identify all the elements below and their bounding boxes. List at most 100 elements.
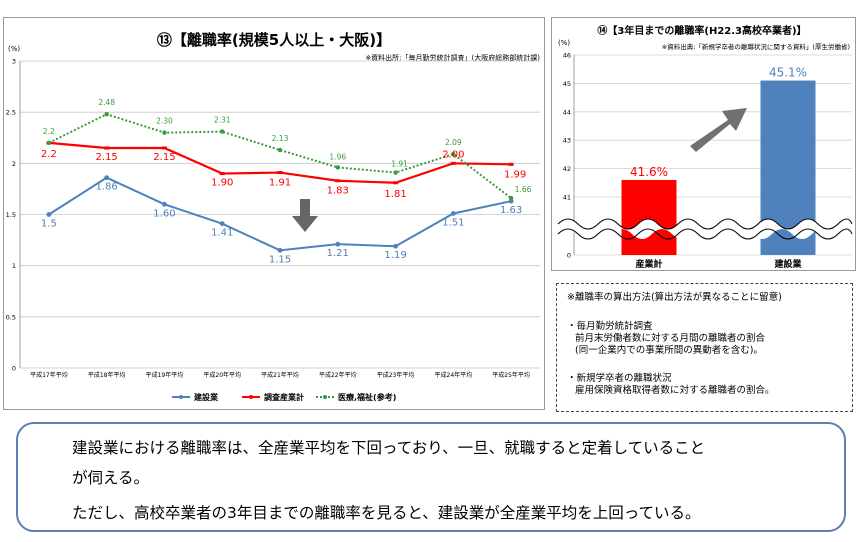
notes-item1-title: ・毎月勤労統計調査 bbox=[567, 321, 653, 332]
data-label: 1.81 bbox=[384, 189, 406, 200]
data-point bbox=[393, 243, 398, 249]
data-label: 1.5 bbox=[41, 219, 57, 230]
data-label: 1.63 bbox=[500, 205, 522, 216]
legend-label: 建設業 bbox=[193, 392, 219, 402]
x-tick-label: 平成21年平均 bbox=[261, 371, 299, 379]
right-chart-source: ※資料出典:「新規学卒者の離職状況に関する資料」(厚生労働省) bbox=[662, 42, 850, 51]
y-tick-label: 43 bbox=[563, 137, 571, 145]
data-point bbox=[393, 170, 398, 175]
data-point bbox=[277, 147, 283, 153]
data-label: 2.30 bbox=[156, 117, 173, 126]
y-tick-label: 0.5 bbox=[6, 313, 16, 321]
left-line-chart: ⑬【離職率(規模5人以上・大阪)】 ※資料出所:「毎月勤労統計調査」(大阪府総務… bbox=[6, 31, 541, 402]
y-tick-label: 0 bbox=[567, 252, 571, 260]
y-tick-label: 41 bbox=[563, 194, 571, 202]
data-point bbox=[335, 165, 340, 170]
data-label: 1.86 bbox=[96, 182, 118, 193]
data-label: 2.15 bbox=[153, 152, 175, 163]
data-point bbox=[277, 247, 283, 253]
summary-line-3: ただし、高校卒業者の3年目までの離職率を見ると、建設業が全産業平均を上回っている… bbox=[72, 504, 701, 522]
data-label: 2.15 bbox=[96, 152, 118, 163]
data-label: 2.48 bbox=[98, 98, 115, 107]
series-line-medical-welfare bbox=[48, 113, 512, 199]
y-tick-label: 1 bbox=[12, 262, 16, 270]
x-tick-label: 建設業 bbox=[774, 258, 802, 270]
data-label: 1.90 bbox=[211, 178, 233, 189]
data-point bbox=[508, 198, 514, 204]
right-chart-title: ⑭【3年目までの離職率(H22.3高校卒業者)】 bbox=[597, 24, 806, 37]
x-tick-label: 平成17年平均 bbox=[30, 371, 68, 379]
data-point bbox=[46, 140, 52, 146]
data-label: 2.31 bbox=[214, 116, 231, 125]
data-label: 1.91 bbox=[269, 178, 291, 189]
y-tick-label: 42 bbox=[563, 165, 571, 173]
right-bar-chart: ⑭【3年目までの離職率(H22.3高校卒業者)】 ※資料出典:「新規学卒者の離職… bbox=[557, 24, 853, 270]
data-label: 1.60 bbox=[153, 208, 175, 219]
data-point bbox=[450, 211, 456, 216]
summary-line-2: が伺える。 bbox=[72, 469, 150, 487]
x-tick-label: 平成24年平均 bbox=[435, 371, 473, 379]
notes-heading: ※離職率の算出方法(算出方法が異なることに留意) bbox=[567, 292, 782, 303]
legend-label: 医療,福祉(参考) bbox=[338, 392, 396, 402]
data-point bbox=[220, 129, 225, 134]
data-label: 2.00 bbox=[442, 149, 464, 160]
summary-box: 建設業における離職率は、全産業平均を下回っており、一旦、就職すると定着しているこ… bbox=[16, 422, 846, 532]
x-tick-label: 産業計 bbox=[635, 258, 662, 270]
data-label: 2.09 bbox=[445, 138, 462, 147]
down-arrow-icon bbox=[292, 199, 318, 232]
data-label: 1.19 bbox=[384, 250, 406, 261]
x-tick-label: 平成23年平均 bbox=[377, 371, 415, 379]
legend-label: 調査産業計 bbox=[264, 392, 304, 402]
y-tick-label: 46 bbox=[563, 52, 571, 60]
data-point bbox=[451, 151, 456, 157]
data-label: 2.13 bbox=[272, 134, 289, 143]
notes-item1-line2: (同一企業内での事業所間の異動者を含む)。 bbox=[575, 345, 763, 356]
y-tick-label: 0 bbox=[12, 365, 16, 373]
x-tick-label: 平成20年平均 bbox=[203, 371, 241, 379]
data-label: 2.2 bbox=[41, 149, 57, 160]
data-point bbox=[162, 130, 167, 135]
data-label: 41.6% bbox=[630, 165, 668, 179]
data-point bbox=[104, 175, 110, 181]
bar bbox=[621, 179, 677, 255]
notes-item2-line1: 雇用保険資格取得者数に対する離職者の割合。 bbox=[575, 385, 775, 396]
notes-item2-title: ・新規学卒者の離職状況 bbox=[567, 373, 672, 384]
legend-marker bbox=[249, 395, 253, 399]
data-label: 1.99 bbox=[504, 169, 526, 180]
data-label: 1.21 bbox=[327, 248, 349, 259]
y-tick-label: 1.5 bbox=[6, 211, 16, 219]
y-tick-label: 45 bbox=[563, 80, 571, 88]
data-label: 2.2 bbox=[43, 127, 55, 136]
x-tick-label: 平成18年平均 bbox=[88, 371, 126, 379]
y-tick-label: 2.5 bbox=[6, 109, 16, 117]
data-label: 1.83 bbox=[327, 186, 349, 197]
right-chart-panel: ⑭【3年目までの離職率(H22.3高校卒業者)】 ※資料出典:「新規学卒者の離職… bbox=[551, 17, 856, 271]
left-chart-title: ⑬【離職率(規模5人以上・大阪)】 bbox=[157, 31, 391, 49]
x-tick-label: 平成19年平均 bbox=[146, 371, 184, 379]
data-label: 1.91 bbox=[391, 160, 408, 169]
axis-break-icon bbox=[557, 218, 853, 240]
data-label: 45.1% bbox=[769, 66, 807, 80]
data-label: 1.66 bbox=[515, 185, 532, 194]
left-chart-source: ※資料出所:「毎月勤労統計調査」(大阪府総務部統計課) bbox=[365, 53, 540, 62]
y-tick-label: 44 bbox=[563, 108, 571, 116]
data-label: 1.51 bbox=[442, 217, 464, 228]
y-tick-label: 3 bbox=[12, 58, 16, 66]
left-chart-panel: ⑬【離職率(規模5人以上・大阪)】 ※資料出所:「毎月勤労統計調査」(大阪府総務… bbox=[3, 17, 545, 410]
data-point bbox=[219, 221, 225, 227]
data-point bbox=[104, 112, 109, 117]
legend-marker bbox=[179, 395, 183, 399]
data-label: 1.15 bbox=[269, 254, 291, 265]
series-line-construction bbox=[48, 176, 512, 252]
right-y-unit: (%) bbox=[558, 39, 570, 47]
data-point bbox=[46, 212, 52, 217]
calculation-notes: ※離職率の算出方法(算出方法が異なることに留意) ・毎月勤労統計調査 前月末労働… bbox=[556, 283, 853, 412]
data-point bbox=[335, 241, 341, 247]
data-point bbox=[508, 195, 514, 201]
data-label: 1.96 bbox=[329, 152, 346, 161]
notes-item1-line1: 前月末労働者数に対する月間の離職者の割合 bbox=[575, 333, 766, 344]
data-label: 1.41 bbox=[211, 228, 233, 239]
legend-marker bbox=[323, 395, 327, 399]
data-point bbox=[162, 201, 167, 207]
x-tick-label: 平成22年平均 bbox=[319, 371, 357, 379]
